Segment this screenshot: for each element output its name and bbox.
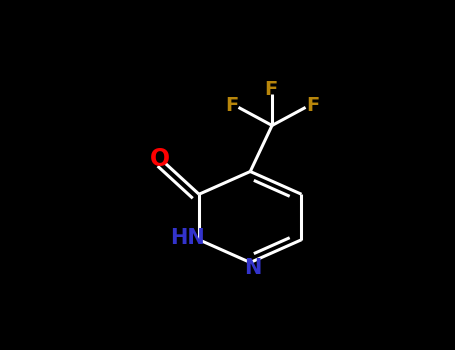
Text: F: F [225, 96, 238, 115]
Text: HN: HN [170, 228, 205, 248]
Text: N: N [244, 258, 261, 278]
Text: F: F [306, 96, 319, 115]
Text: O: O [150, 147, 170, 171]
Text: F: F [264, 80, 278, 99]
